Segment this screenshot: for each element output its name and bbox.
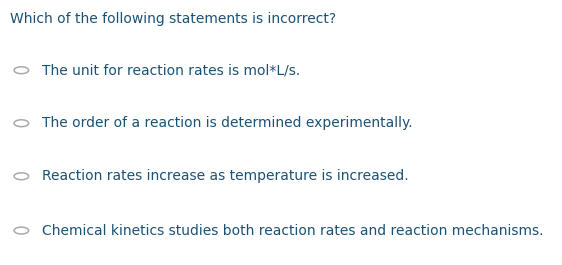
Text: The order of a reaction is determined experimentally.: The order of a reaction is determined ex… [42,116,413,130]
Text: Which of the following statements is incorrect?: Which of the following statements is inc… [10,12,336,26]
Text: The unit for reaction rates is mol*L/s.: The unit for reaction rates is mol*L/s. [42,63,301,77]
Text: Reaction rates increase as temperature is increased.: Reaction rates increase as temperature i… [42,169,409,183]
Text: Chemical kinetics studies both reaction rates and reaction mechanisms.: Chemical kinetics studies both reaction … [42,224,543,237]
